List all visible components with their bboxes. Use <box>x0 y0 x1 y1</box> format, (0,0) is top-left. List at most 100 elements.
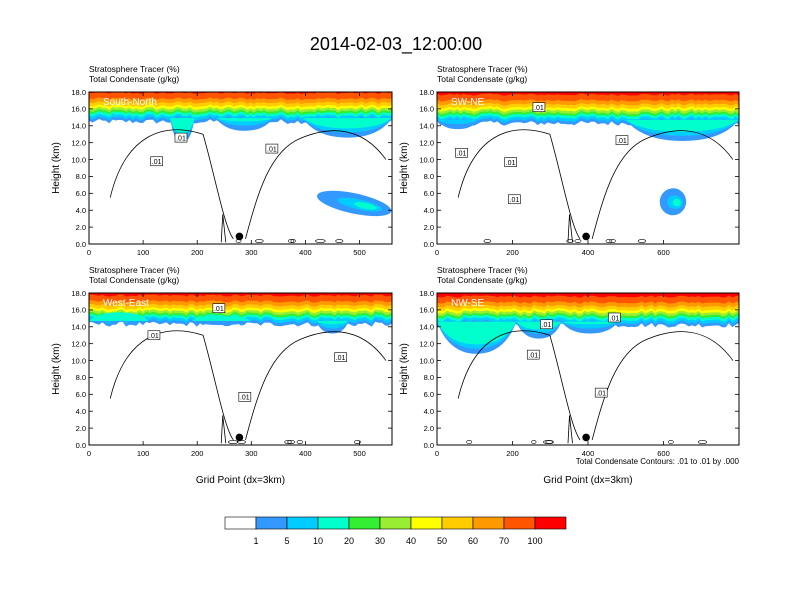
condensate-contour-surface <box>335 239 344 243</box>
x-tick-label: 500 <box>353 248 366 257</box>
colorbar-label: 50 <box>437 536 447 546</box>
tracer-field <box>437 92 739 243</box>
x-tick-label: 600 <box>657 449 670 458</box>
y-tick-label: 6.0 <box>424 390 434 399</box>
condensate-contour-surface <box>667 440 674 444</box>
x-tick-label: 200 <box>191 449 204 458</box>
colorbar-label: 10 <box>313 536 323 546</box>
contour-label-box <box>526 349 540 360</box>
condensate-contour-surface <box>483 239 492 243</box>
panel-label: SW-NE <box>451 97 484 108</box>
contour-label: .01 <box>457 151 467 158</box>
condensate-contour-surface <box>254 239 264 243</box>
condensate-contour-surface <box>466 440 473 444</box>
panel-west-east: .01 .01 .01 .01 West-East Stratosphere Tracer… <box>51 265 393 486</box>
condensate-contour <box>567 415 573 444</box>
tracer-band <box>89 92 392 101</box>
y-tick-label: 8.0 <box>76 373 86 382</box>
y-tick-label: 16.0 <box>419 105 434 114</box>
contour-label-box <box>615 135 629 145</box>
figure-title: 2014-02-03_12:00:00 <box>310 34 482 55</box>
contour-label: .01 <box>542 322 552 329</box>
colorbar-swatch <box>286 516 319 530</box>
tracer-intrusion <box>191 320 252 326</box>
condensate-contour <box>457 330 581 441</box>
y-tick-label: 4.0 <box>76 206 86 215</box>
x-tick-label: 400 <box>582 248 595 257</box>
contour-label-box <box>265 143 279 154</box>
y-tick-label: 4.0 <box>424 206 434 215</box>
condensate-contour <box>567 214 573 243</box>
panel-subtitle: Total Condensate (g/kg) <box>437 275 527 285</box>
condensate-contour <box>109 330 234 441</box>
condensate-contour-surface <box>315 239 326 243</box>
panel-subtitle: Stratosphere Tracer (%) <box>89 64 180 74</box>
condensate-contour-surface <box>609 239 616 243</box>
contour-label: .01 <box>610 315 620 322</box>
condensate-contour-surface <box>542 440 554 444</box>
contour-label-box <box>238 392 252 402</box>
panel-label: West-East <box>103 298 149 309</box>
condensate-contour <box>109 129 234 240</box>
x-tick-label: 0 <box>435 248 439 257</box>
y-tick-label: 16.0 <box>71 105 86 114</box>
contour-label: .01 <box>152 159 162 166</box>
contour-label: .01 <box>336 355 346 362</box>
condensate-contour <box>457 129 581 240</box>
y-tick-label: 6.0 <box>76 189 86 198</box>
panel-frame <box>88 292 393 446</box>
x-tick-label: 0 <box>87 449 91 458</box>
y-tick-label: 2.0 <box>76 223 86 232</box>
tracer-intrusion <box>302 118 392 129</box>
tracer-band <box>89 293 392 297</box>
x-tick-label: 400 <box>299 449 312 458</box>
y-tick-label: 12.0 <box>419 138 434 147</box>
location-marker <box>582 433 590 442</box>
colorbar-swatch <box>441 516 474 530</box>
condensate-contour-surface <box>545 440 554 444</box>
condensate-contour-surface <box>296 440 303 444</box>
colorbar-label: 40 <box>406 536 416 546</box>
panel-sw-ne: .01 .01 .01 .01 .01 SW-NE Stratosphere Tracer … <box>399 64 740 257</box>
contour-label: .01 <box>617 138 627 145</box>
contour-label-box <box>150 156 163 167</box>
location-marker <box>582 232 590 241</box>
y-tick-label: 18.0 <box>419 88 434 97</box>
condensate-contour <box>591 331 734 441</box>
colorbar-swatch <box>348 516 381 530</box>
y-tick-label: 0.0 <box>424 441 434 450</box>
location-marker <box>235 232 244 241</box>
y-tick-label: 18.0 <box>419 289 434 298</box>
panel-label: South-North <box>103 97 157 108</box>
panels: .01 .01 .01 South-North Stratosphere Tracer … <box>51 64 740 486</box>
panel-label: NW-SE <box>451 298 484 309</box>
panel-subtitle: Stratosphere Tracer (%) <box>437 265 528 275</box>
y-tick-label: 18.0 <box>71 88 86 97</box>
contour-label: .01 <box>596 390 606 397</box>
contour-label: .01 <box>534 105 544 112</box>
contour-label: .01 <box>267 146 277 153</box>
y-axis-label: Height (km) <box>399 343 410 395</box>
contour-label: .01 <box>240 395 250 402</box>
condensate-contour-surface <box>637 239 647 243</box>
condensate-contour <box>220 214 227 243</box>
y-tick-label: 14.0 <box>419 323 434 332</box>
x-tick-label: 400 <box>582 449 595 458</box>
tracer-intrusion <box>316 320 349 325</box>
x-tick-label: 100 <box>137 449 150 458</box>
colorbar-swatch <box>534 516 567 530</box>
y-tick-label: 6.0 <box>424 189 434 198</box>
colorbar-label: 30 <box>375 536 385 546</box>
contour-label-box <box>455 148 468 158</box>
colorbar-swatch <box>379 516 412 530</box>
contour-label-box <box>174 132 188 143</box>
condensate-contour-surface <box>227 440 239 444</box>
y-axis-label: Height (km) <box>399 142 410 194</box>
contour-label-box <box>212 303 226 314</box>
y-tick-label: 2.0 <box>424 424 434 433</box>
tracer-intrusion <box>625 119 739 132</box>
contour-label-box <box>540 319 553 330</box>
contour-label: .01 <box>149 333 159 340</box>
y-tick-label: 10.0 <box>419 155 434 164</box>
